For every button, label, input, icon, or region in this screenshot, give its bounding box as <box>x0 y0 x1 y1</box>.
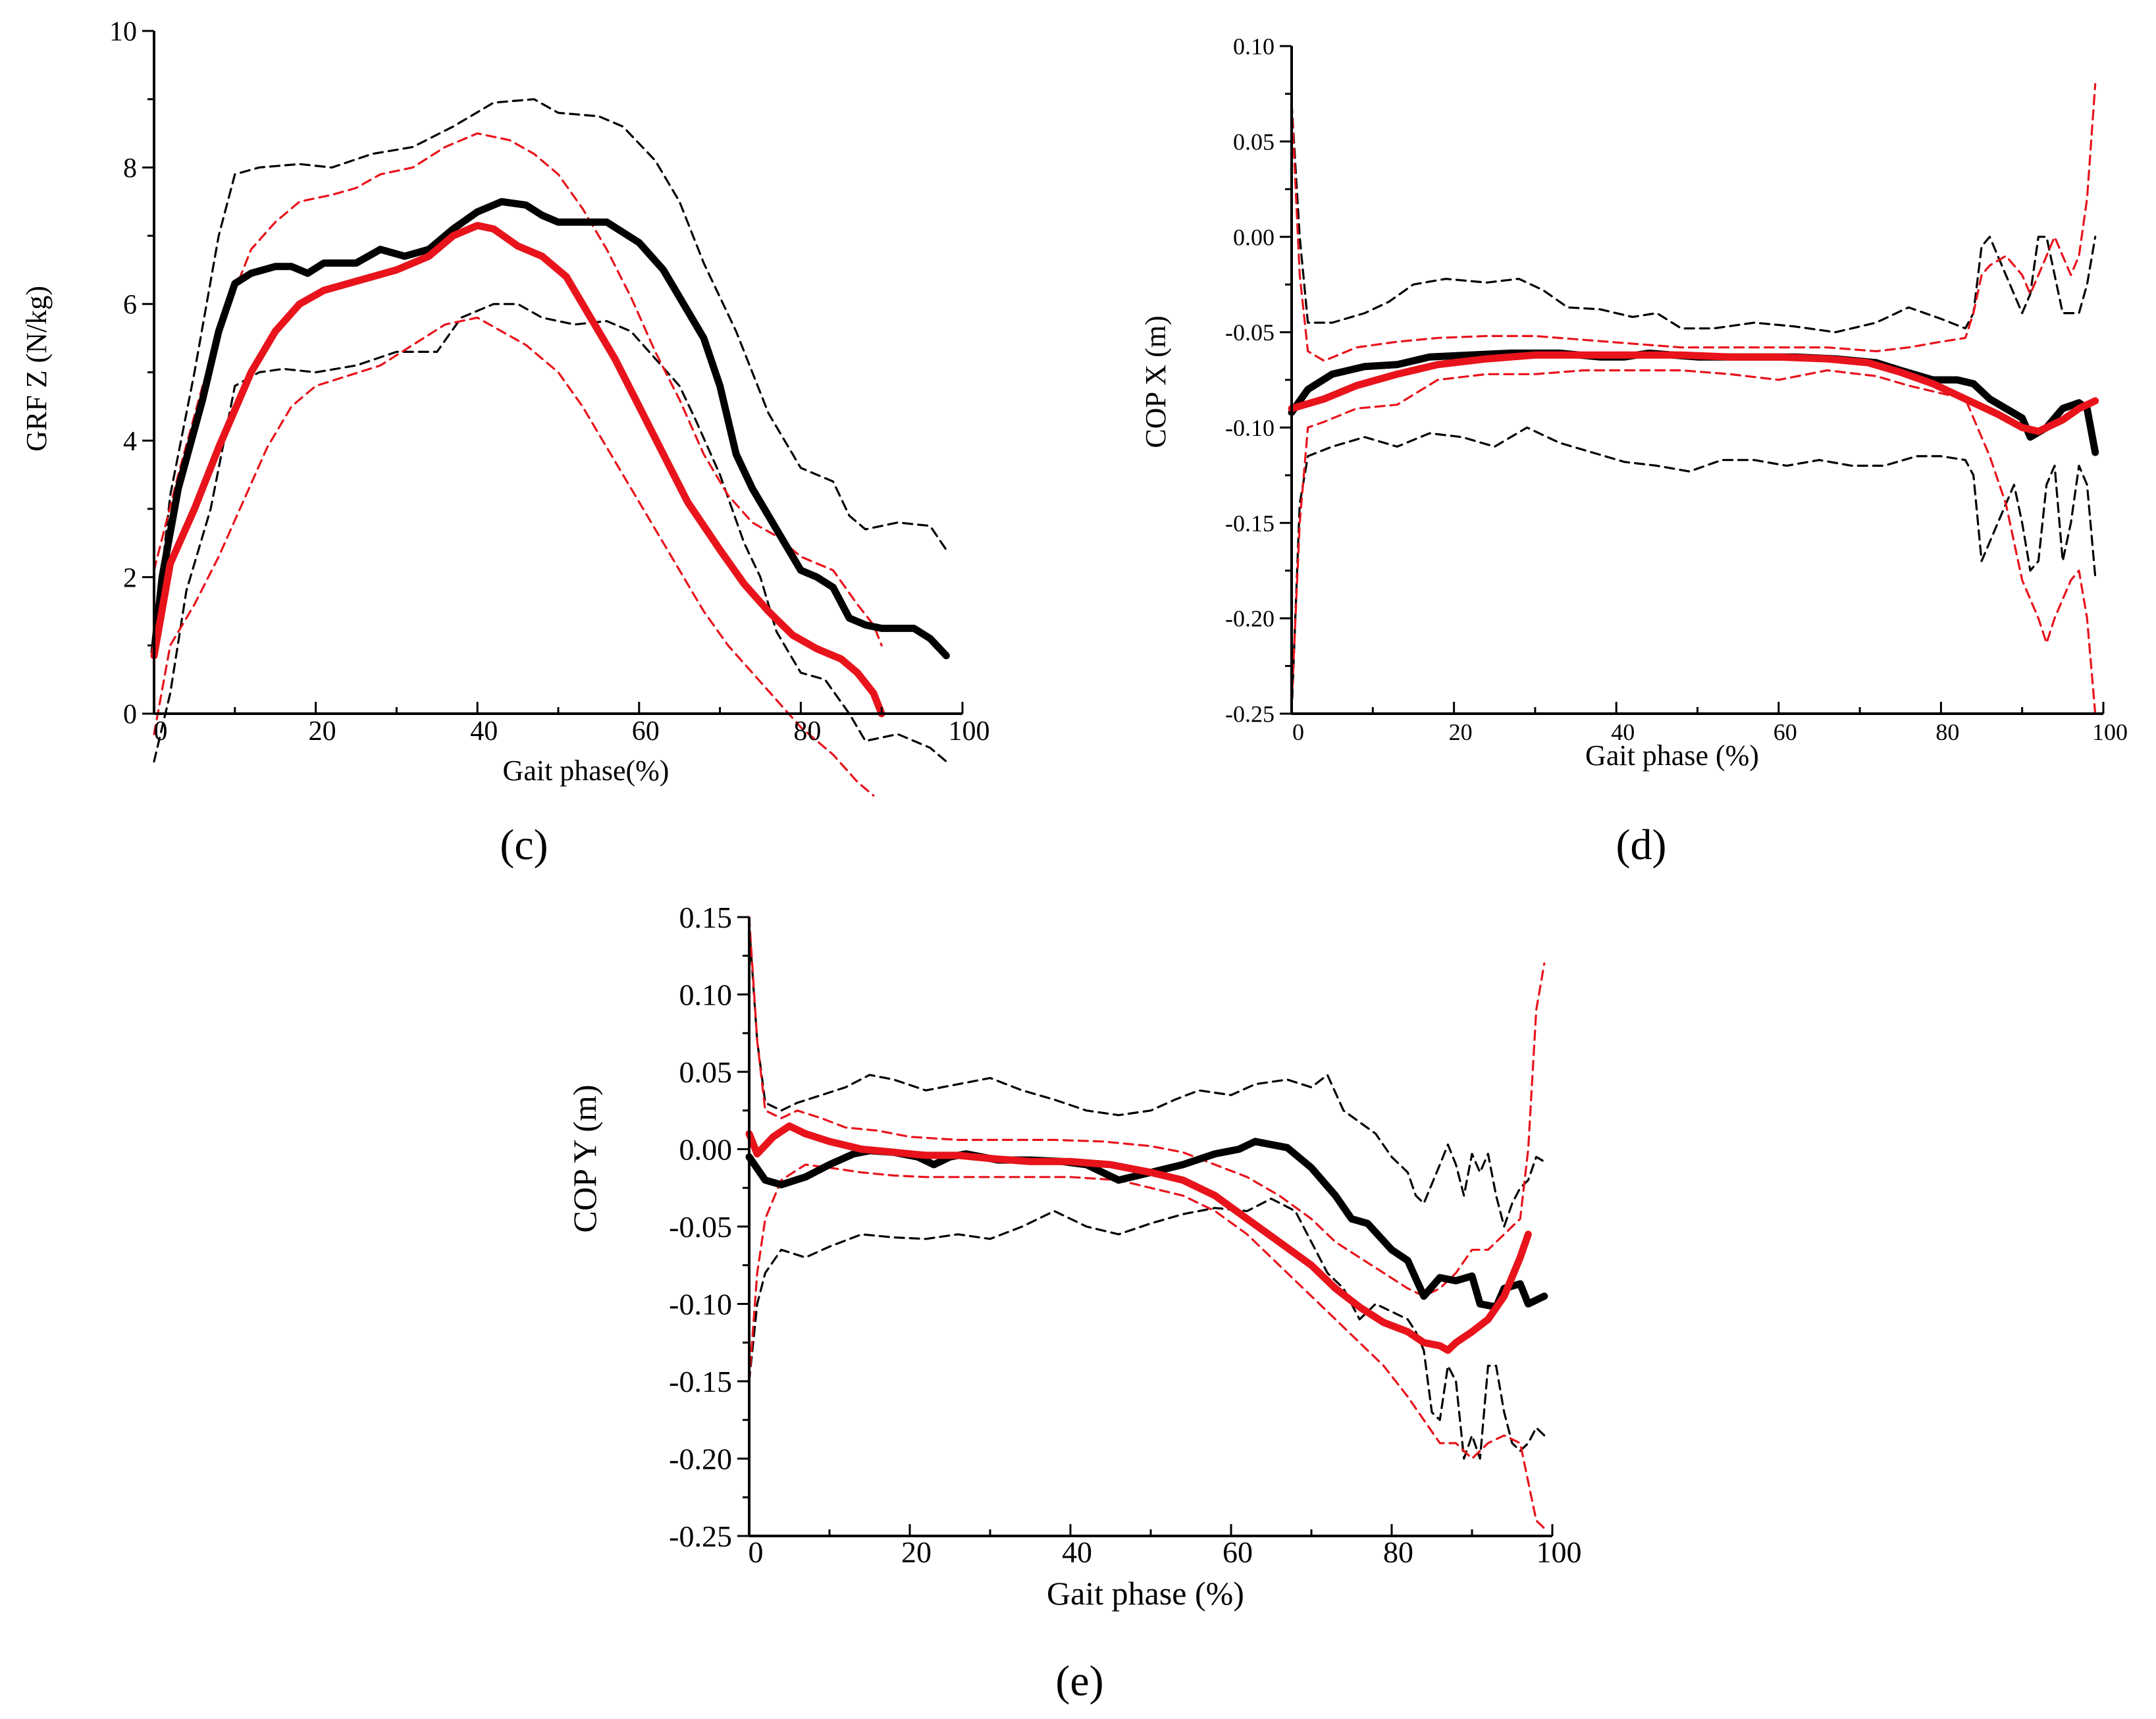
series-black-lower <box>1290 426 2097 715</box>
y-tick-label: -0.05 <box>1225 319 1275 346</box>
x-tick-label: 20 <box>309 716 336 747</box>
x-tick-label: 40 <box>1611 719 1635 745</box>
series-black-mean <box>150 198 950 660</box>
x-tick-label: 40 <box>1062 1535 1092 1569</box>
x-axis-title: Gait phase (%) <box>1047 1575 1244 1612</box>
chart-panel-c: 0 20 40 60 80 100 0 2 4 6 8 10 Gait phase(%) GRF Z … <box>20 17 990 869</box>
y-tick-label: 0.10 <box>1233 34 1275 60</box>
y-tick-label: 0.05 <box>679 1055 733 1089</box>
x-tick-label: 0 <box>154 716 168 747</box>
series-red-mean <box>1288 351 2099 435</box>
series-red-mean <box>150 222 885 718</box>
y-tick-label: 8 <box>123 153 137 184</box>
series-red-upper <box>748 916 1546 1298</box>
y-tick-label: 0.15 <box>679 901 733 934</box>
panel-label: (e) <box>1055 1657 1103 1705</box>
y-tick-label: -0.15 <box>669 1365 732 1398</box>
x-tick-label: 40 <box>470 716 498 747</box>
y-tick-label: 4 <box>123 427 137 457</box>
axes-layer: 0 20 40 60 80 100 -0.25 -0.20 -0.15 -0.10 -0.05 0.0… <box>669 901 1581 1569</box>
series-black-upper <box>1290 102 2097 334</box>
series-black-upper <box>748 924 1546 1228</box>
x-tick-label: 80 <box>1935 719 1959 745</box>
series-red-lower <box>153 316 875 797</box>
x-tick-label: 100 <box>949 716 990 747</box>
x-tick-label: 60 <box>1774 719 1797 745</box>
y-tick-label: -0.20 <box>669 1442 732 1476</box>
axes-layer: 0 20 40 60 80 100 -0.25 -0.20 -0.15 -0.10 -0.05 0.0… <box>1225 34 2128 745</box>
panel-label: (c) <box>500 821 548 869</box>
x-tick-label: 20 <box>901 1535 932 1569</box>
series-black-lower <box>748 1198 1546 1460</box>
series-layer <box>1288 83 2099 715</box>
y-tick-label: -0.10 <box>669 1288 732 1321</box>
y-tick-label: 0.00 <box>1233 224 1275 250</box>
x-tick-label: 100 <box>2092 719 2128 745</box>
x-axis-title: Gait phase (%) <box>1585 739 1759 772</box>
y-tick-label: 0.00 <box>679 1133 733 1167</box>
y-tick-label: 6 <box>123 290 137 321</box>
series-black-lower <box>153 303 947 763</box>
series-red-upper <box>1290 83 2097 362</box>
series-red-mean <box>745 1122 1532 1354</box>
x-tick-label: 0 <box>1292 719 1304 745</box>
y-tick-label: 0.05 <box>1233 128 1275 155</box>
y-tick-label: 0 <box>123 700 137 730</box>
x-tick-label: 100 <box>1537 1535 1582 1569</box>
y-tick-label: -0.10 <box>1225 415 1275 441</box>
series-red-upper <box>153 132 883 647</box>
series-red-lower <box>748 1163 1546 1529</box>
y-tick-label: -0.25 <box>669 1520 732 1553</box>
y-axis-title: GRF Z (N/kg) <box>20 286 53 452</box>
x-axis-title: Gait phase(%) <box>503 754 670 787</box>
series-black-upper <box>153 98 947 647</box>
series-layer <box>745 916 1548 1529</box>
chart-panel-d: 0 20 40 60 80 100 -0.25 -0.20 -0.15 -0.10 -0.05 0.0… <box>1140 34 2128 869</box>
x-tick-label: 80 <box>1383 1535 1413 1569</box>
y-tick-label: 2 <box>123 563 137 593</box>
axes-layer: 0 20 40 60 80 100 0 2 4 6 8 10 <box>109 17 990 747</box>
chart-panel-e: 0 20 40 60 80 100 -0.25 -0.20 -0.15 -0.10 -0.05 0.0… <box>566 901 1582 1705</box>
y-tick-label: -0.20 <box>1225 606 1275 632</box>
panel-label: (d) <box>1616 821 1667 869</box>
x-tick-label: 80 <box>793 716 821 747</box>
x-tick-label: 0 <box>749 1535 764 1569</box>
x-tick-label: 20 <box>1449 719 1473 745</box>
y-axis-title: COP X (m) <box>1140 315 1172 448</box>
y-tick-label: 10 <box>109 17 137 47</box>
y-tick-label: -0.25 <box>1225 701 1275 727</box>
y-tick-label: -0.15 <box>1225 510 1275 537</box>
y-tick-label: 0.10 <box>679 978 733 1012</box>
series-layer <box>150 98 950 797</box>
series-red-lower <box>1290 369 2097 715</box>
x-tick-label: 60 <box>632 716 660 747</box>
y-axis-title: COP Y (m) <box>566 1085 603 1233</box>
x-tick-label: 60 <box>1223 1535 1253 1569</box>
y-tick-label: -0.05 <box>669 1210 732 1244</box>
